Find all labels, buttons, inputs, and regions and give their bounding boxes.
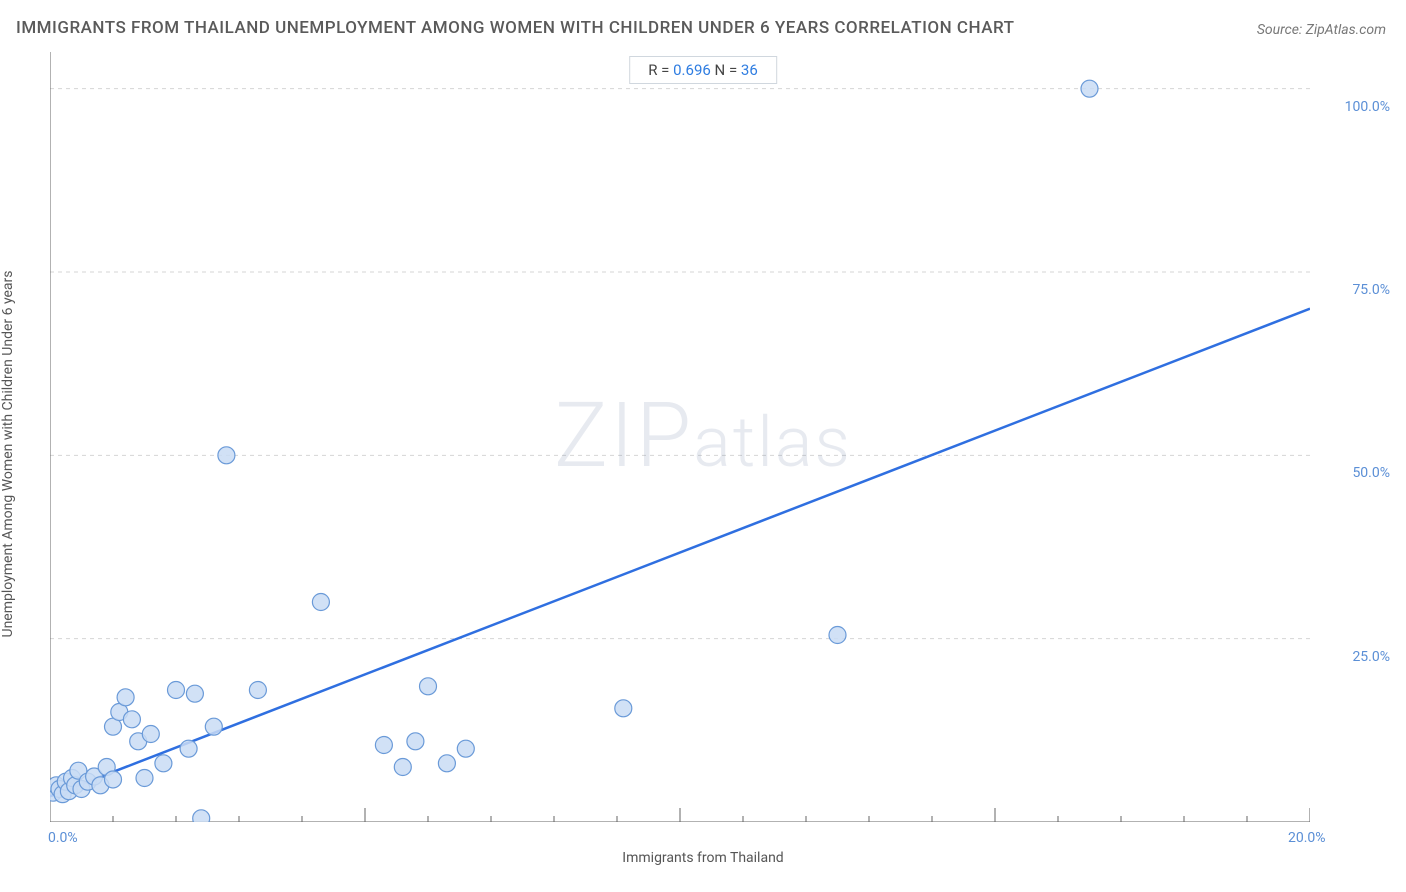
x-tick-label: 0.0% <box>48 830 78 846</box>
x-axis-label: Immigrants from Thailand <box>622 850 783 866</box>
source-prefix: Source: <box>1257 22 1306 38</box>
y-tick-label: 25.0% <box>1352 649 1390 665</box>
source-attribution: Source: ZipAtlas.com <box>1257 22 1386 38</box>
chart-container: IMMIGRANTS FROM THAILAND UNEMPLOYMENT AM… <box>0 0 1406 892</box>
plot-area <box>50 52 1310 822</box>
y-tick-label: 100.0% <box>1345 99 1390 115</box>
source-name: ZipAtlas.com <box>1306 22 1386 38</box>
r-value: 0.696 <box>673 61 711 79</box>
y-tick-label: 75.0% <box>1352 282 1390 298</box>
y-tick-label: 50.0% <box>1352 465 1390 481</box>
n-label: N = <box>711 61 741 79</box>
y-axis-label: Unemployment Among Women with Children U… <box>0 270 16 637</box>
chart-title: IMMIGRANTS FROM THAILAND UNEMPLOYMENT AM… <box>16 18 1014 38</box>
n-value: 36 <box>741 61 758 79</box>
scatter-plot-svg <box>50 52 1310 822</box>
r-label: R = <box>648 61 673 79</box>
x-tick-label: 20.0% <box>1288 830 1326 846</box>
stats-box: R = 0.696 N = 36 <box>629 56 777 84</box>
